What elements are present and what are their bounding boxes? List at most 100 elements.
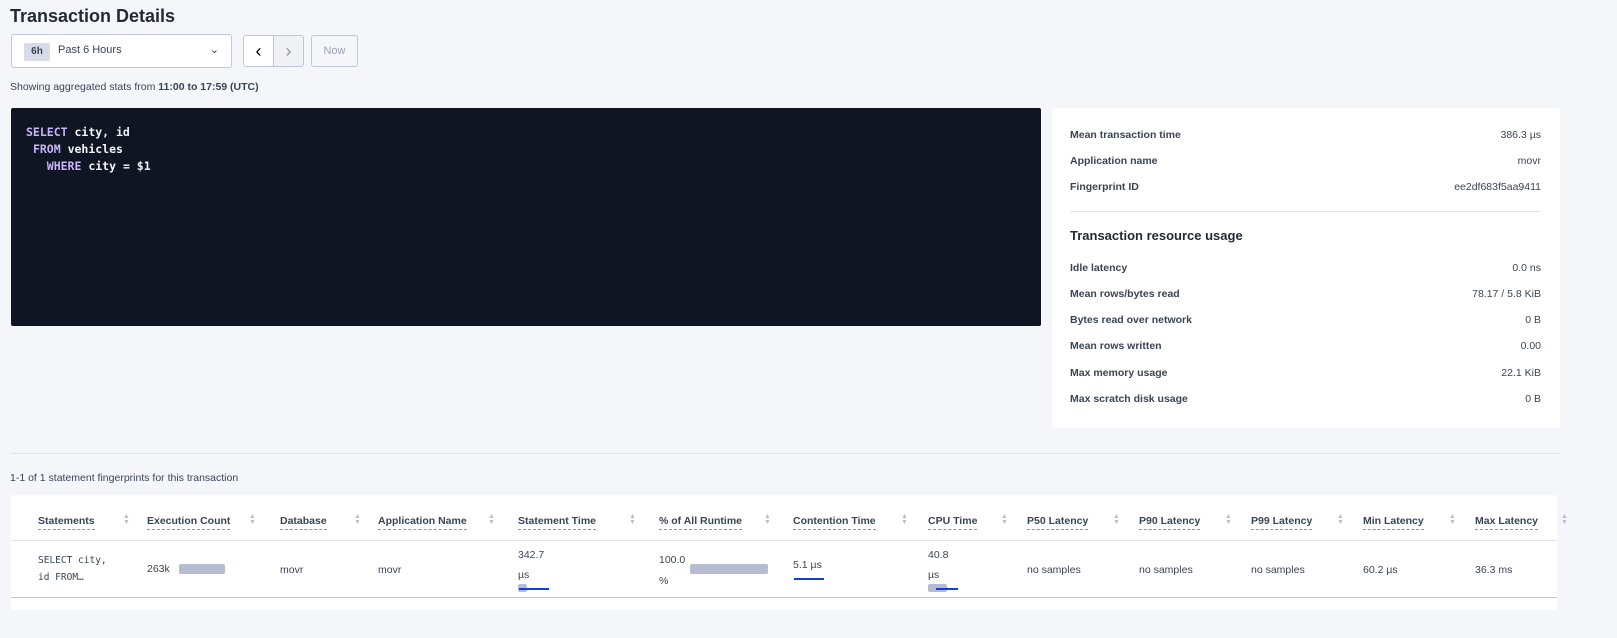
column-header[interactable]: CPU Time [928,515,978,530]
summary-label: Mean rows written [1070,340,1162,352]
column-header[interactable]: Execution Count [147,515,231,530]
sort-icon[interactable]: ▲ ▼ [764,513,771,526]
summary-value: ee2df683f5aa9411 [1454,181,1541,193]
sort-icon[interactable]: ▲ ▼ [1561,513,1568,526]
summary-value: 22.1 KiB [1501,367,1541,379]
time-range-label: Past 6 Hours [58,44,122,56]
summary-row: Fingerprint ID ee2df683f5aa9411 [1070,181,1541,195]
summary-row: Idle latency 0.0 ns [1070,262,1541,276]
summary-label: Fingerprint ID [1070,181,1139,193]
statement-time-unit: µs [518,569,530,581]
cpu-time: 40.8 [928,549,949,561]
runtime-bar [690,564,768,574]
sql-line: SELECT city, id [26,124,1026,141]
runtime-percent: 100.0 [659,554,686,566]
summary-label: Max memory usage [1070,367,1168,379]
statement-link[interactable]: SELECT city, id FROM… [38,552,107,586]
sql-keyword: FROM [32,142,61,156]
resource-usage-title: Transaction resource usage [1070,228,1243,243]
p90-latency: no samples [1139,564,1193,576]
execution-count: 263k [147,563,170,575]
summary-value: 0.0 ns [1512,262,1541,274]
contention-time: 5.1 µs [793,559,822,571]
sql-keyword: SELECT [26,125,68,139]
summary-row: Mean rows/bytes read 78.17 / 5.8 KiB [1070,288,1541,302]
summary-value: 386.3 µs [1500,129,1542,141]
runtime-percent-unit: % [659,575,669,587]
info-range: 11:00 to 17:59 (UTC) [158,81,259,93]
column-header[interactable]: Statements [38,515,95,530]
summary-row: Max scratch disk usage 0 B [1070,393,1541,407]
chevron-down-icon: ⌄ [209,44,219,56]
statement-count: 1-1 of 1 statement fingerprints for this… [10,472,239,484]
statements-table: SELECT city, id FROM… 263k movr movr 342.… [11,495,1568,610]
cpu-time-unit: µs [928,569,940,581]
sql-text: vehicles [60,142,123,156]
statement-time: 342.7 [518,549,545,561]
time-range-select[interactable]: 6h Past 6 Hours ⌄ [11,34,232,68]
sort-icon[interactable]: ▲ ▼ [629,513,636,526]
sql-line: FROM vehicles [26,141,1026,158]
summary-label: Max scratch disk usage [1070,393,1188,405]
database: movr [280,564,304,576]
next-time-button[interactable]: › [273,35,304,67]
chevron-left-icon: ‹ [255,41,262,61]
sort-icon[interactable]: ▲ ▼ [488,513,495,526]
sql-line: WHERE city = $1 [26,158,1026,175]
summary-label: Mean transaction time [1070,129,1181,141]
application-name: movr [378,564,402,576]
execution-count-bar [179,564,225,574]
column-header[interactable]: Statement Time [518,515,596,530]
p50-latency: no samples [1027,564,1081,576]
statement-time-stddev [519,588,549,590]
summary-label: Application name [1070,155,1158,167]
p99-latency: no samples [1251,564,1305,576]
column-header[interactable]: Database [280,515,327,530]
column-header[interactable]: Min Latency [1363,515,1424,530]
summary-row: Mean rows written 0.00 [1070,340,1541,354]
divider [1070,211,1541,212]
column-header[interactable]: P50 Latency [1027,515,1089,530]
column-header[interactable]: Application Name [378,515,467,530]
summary-value: movr [1517,155,1541,167]
column-header[interactable]: P99 Latency [1251,515,1313,530]
sort-icon[interactable]: ▲ ▼ [249,513,256,526]
page-title: Transaction Details [10,6,176,26]
max-latency: 36.3 ms [1475,564,1513,576]
sort-icon[interactable]: ▲ ▼ [354,513,361,526]
statement-line: id FROM… [38,572,84,583]
column-header[interactable]: % of All Runtime [659,515,743,530]
column-header[interactable]: Max Latency [1475,515,1539,530]
header-divider [11,540,1557,541]
section-divider [10,453,1560,454]
column-header[interactable]: Contention Time [793,515,876,530]
column-header[interactable]: P90 Latency [1139,515,1201,530]
time-range-info: Showing aggregated stats from 11:00 to 1… [10,81,259,93]
sort-icon[interactable]: ▲ ▼ [1225,513,1232,526]
info-prefix: Showing aggregated stats from [10,81,159,93]
min-latency: 60.2 µs [1363,564,1398,576]
sort-icon[interactable]: ▲ ▼ [1113,513,1120,526]
summary-value: 0 B [1525,393,1541,405]
sql-keyword: WHERE [46,159,82,173]
transaction-summary-panel: Transaction resource usage Mean transact… [1052,108,1560,428]
time-range-badge: 6h [24,43,50,61]
summary-row: Max memory usage 22.1 KiB [1070,367,1541,381]
summary-value: 78.17 / 5.8 KiB [1472,288,1541,300]
previous-time-button[interactable]: ‹ [243,35,274,67]
sql-text: city, id [67,125,130,139]
sort-icon[interactable]: ▲ ▼ [1001,513,1008,526]
sql-text: city = $1 [81,159,151,173]
sort-icon[interactable]: ▲ ▼ [123,513,130,526]
summary-value: 0.00 [1520,340,1541,352]
statement-line: SELECT city, [38,555,107,566]
sort-icon[interactable]: ▲ ▼ [1449,513,1456,526]
summary-row: Bytes read over network 0 B [1070,314,1541,328]
summary-label: Mean rows/bytes read [1070,288,1180,300]
sort-icon[interactable]: ▲ ▼ [1337,513,1344,526]
cpu-time-stddev [936,588,958,590]
sort-icon[interactable]: ▲ ▼ [901,513,908,526]
sql-code-block: SELECT city, id FROM vehicles WHERE city… [11,108,1041,326]
now-button[interactable]: Now [311,35,358,67]
contention-time-stddev [794,578,824,580]
